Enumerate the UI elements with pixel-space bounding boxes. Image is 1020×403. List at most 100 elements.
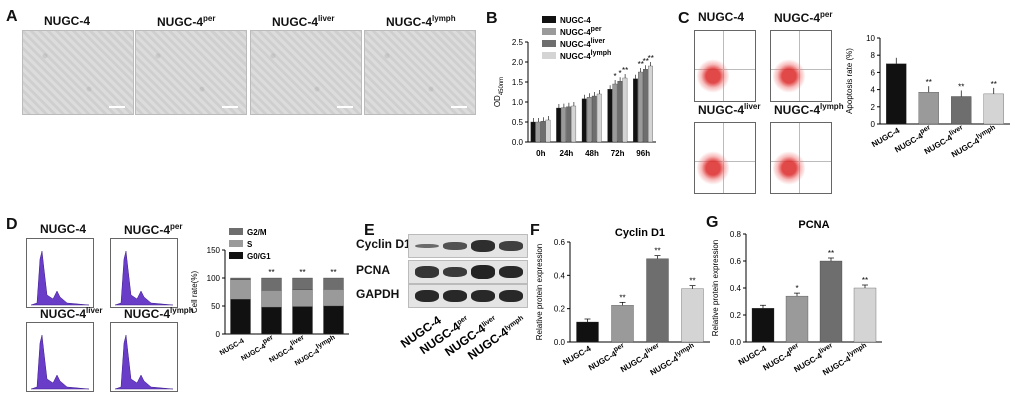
significance-mark: ** [622,66,628,75]
significance-mark: ** [862,276,868,285]
legend-swatch [542,16,556,23]
stacked-bar-segment [230,279,251,300]
y-tick-label: 100 [207,274,221,283]
panel-letter-d: D [6,216,18,233]
blot-strip [408,260,528,284]
legend-swatch [229,252,243,259]
legend-swatch [229,240,243,247]
histogram-fill [114,250,174,306]
histogram-fill [114,334,174,390]
x-tick-label: 48h [585,149,599,158]
protein-band [499,241,523,251]
bar [886,63,907,125]
dna-histogram [110,322,178,392]
stacked-bar-segment [292,277,313,290]
flow-plot [694,122,756,194]
histogram-plot [114,250,174,306]
significance-mark: * [614,72,617,81]
legend-swatch [542,28,556,35]
protein-band [499,265,523,279]
x-tick-label: NUGC-4 [219,338,246,358]
micrograph-label: NUGC-4lymph [386,14,456,29]
bar [638,71,643,143]
scale-bar [109,106,125,108]
significance-mark: ** [268,268,274,277]
histogram-plot [30,334,90,390]
micrograph-label: NUGC-4per [157,14,216,29]
bar [633,78,638,143]
bar [611,305,634,343]
y-tick-label: 0.2 [554,305,566,314]
y-axis-label: Relative protein expression [535,244,544,341]
panel-letter-f: F [530,222,540,239]
scale-bar [337,106,353,108]
protein-band [415,243,439,249]
panel-letter-g: G [706,214,719,231]
stacked-bar-segment [230,299,251,335]
histogram-plot [114,334,174,390]
histogram-plot [30,250,90,306]
legend-swatch [229,228,243,235]
cell-population [773,151,805,185]
panel-letter-c: C [678,10,690,27]
bar [853,287,877,343]
lane-label-wrap: NUGC-4liver [442,314,497,359]
dna-histogram [26,238,94,308]
flow-plot-label: NUGC-4liver [698,102,761,117]
micrograph-image [364,30,476,115]
protein-label: PCNA [356,263,391,277]
y-tick-label: 0.0 [512,138,524,147]
legend-label: NUGC-4per [560,26,602,37]
y-tick-label: 0.5 [512,118,524,127]
protein-label: GAPDH [356,287,400,301]
y-axis-label: Relative protein expression [711,240,720,337]
significance-mark: ** [648,54,654,63]
bar [571,105,577,143]
y-tick-label: 0 [871,120,876,129]
y-tick-label: 0.4 [554,271,566,280]
flow-plot-label: NUGC-4per [774,10,833,25]
chart-title: Cyclin D1 [615,227,665,239]
significance-mark: ** [958,82,964,91]
bar [540,121,546,143]
scale-bar [222,106,238,108]
protein-band [415,266,439,278]
x-tick-label: 0h [536,149,545,158]
y-tick-label: 0.0 [730,338,742,347]
histogram-label: NUGC-4liver [40,306,103,321]
bar [681,288,704,343]
x-tick-label: 72h [611,149,625,158]
histogram-label: NUGC-4lymph [124,306,194,321]
micrograph-image [250,30,362,115]
stacked-bar-segment [292,306,313,335]
x-tick-label: 96h [636,149,650,158]
y-tick-label: 150 [207,246,221,255]
stacked-bar-segment [261,277,282,291]
flow-plot-label: NUGC-4 [698,10,745,24]
protein-band [443,266,467,278]
y-tick-label: 0.4 [730,284,742,293]
y-tick-label: 10 [866,34,875,43]
y-tick-label: 0.6 [554,238,566,247]
micrograph-image [22,30,134,115]
protein-band [443,242,467,250]
cell-population [697,59,729,93]
legend-label: G2/M [247,228,267,237]
micrograph-label: NUGC-4 [44,14,91,28]
stacked-bar-segment [261,306,282,335]
y-tick-label: 2 [871,103,876,112]
legend-label: S [247,240,253,249]
bar [581,98,587,143]
legend-label: NUGC-4lymph [560,50,611,61]
bar [648,65,653,143]
protein-label: Cyclin D1 [356,237,411,251]
legend-label: G0/G1 [247,252,271,261]
lane-label: NUGC-4lymph [465,313,528,363]
legend-swatch [542,40,556,47]
bar [530,121,536,143]
lane-label-wrap: NUGC-4lymph [465,313,528,363]
dna-histogram [110,238,178,308]
bar [596,93,602,143]
cell-population [773,59,805,93]
